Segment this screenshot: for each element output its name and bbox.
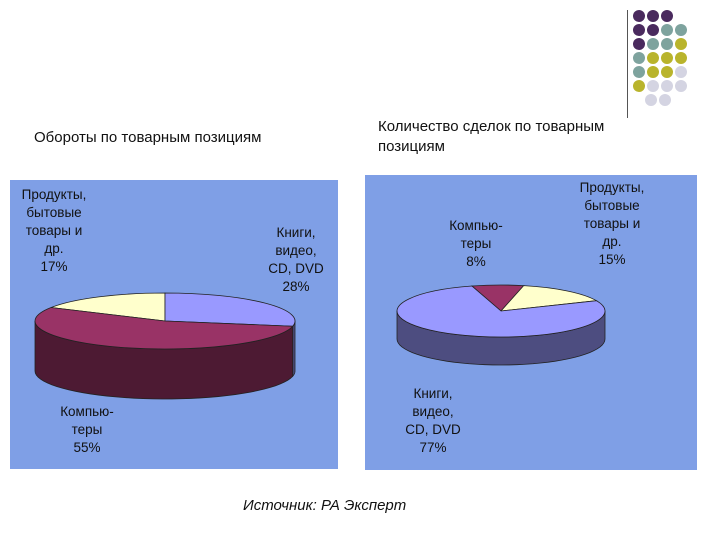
- slice-label-computers-right: Компью-теры 8%: [449, 218, 503, 269]
- pie-chart-right: [396, 284, 606, 366]
- decorative-dot: [647, 24, 659, 36]
- decorative-dot: [647, 38, 659, 50]
- decorative-dot: [633, 38, 645, 50]
- decorative-dot: [633, 66, 645, 78]
- decorative-dot: [661, 52, 673, 64]
- decorative-dot: [647, 10, 659, 22]
- decorative-dot: [647, 66, 659, 78]
- decorative-dot: [633, 10, 645, 22]
- decorative-dot: [659, 94, 671, 106]
- slice-label-books-right: Книги, видео, CD, DVD 77%: [405, 386, 461, 455]
- decorative-dot: [675, 38, 687, 50]
- decorative-dot: [661, 24, 673, 36]
- decorative-dot: [675, 66, 687, 78]
- slice-label-products-right: Продукты, бытовые товары и др. 15%: [579, 180, 645, 267]
- decorative-dot: [661, 38, 673, 50]
- pie-slice-top: [164, 292, 296, 327]
- pie-slice-top: [50, 292, 166, 322]
- pie-slice-top: [34, 307, 294, 350]
- pie-chart-left: [34, 292, 296, 400]
- chart-title-right: Количество сделок по товарным позициям: [378, 118, 605, 155]
- decorative-dot: [645, 94, 657, 106]
- decorative-dot: [647, 52, 659, 64]
- pie-slice-top: [396, 285, 606, 338]
- pie-slice-top: [500, 285, 598, 312]
- decorative-dot: [661, 66, 673, 78]
- decorative-dot: [633, 52, 645, 64]
- slice-label-books-left: Книги, видео, CD, DVD 28%: [268, 225, 324, 294]
- decorative-dot: [675, 52, 687, 64]
- decorative-dot: [633, 24, 645, 36]
- decorative-divider: [627, 10, 628, 118]
- decorative-dot: [675, 24, 687, 36]
- chart-panel-left: Продукты, бытовые товары и др. 17% Книги, вид…: [10, 180, 338, 469]
- decorative-dot: [633, 80, 645, 92]
- chart-title-left: Обороты по товарным позициям: [34, 129, 262, 146]
- decorative-dot: [661, 10, 673, 22]
- decorative-dot: [647, 80, 659, 92]
- source-caption: Источник: РА Эксперт: [243, 497, 407, 514]
- decorative-dot: [675, 80, 687, 92]
- slice-label-computers-left: Компью-теры 55%: [60, 404, 114, 455]
- decorative-dot: [661, 80, 673, 92]
- chart-panel-right: Компью-теры 8% Продукты, бытовые товары и др…: [365, 175, 697, 470]
- slice-label-products-left: Продукты, бытовые товары и др. 17%: [21, 187, 87, 274]
